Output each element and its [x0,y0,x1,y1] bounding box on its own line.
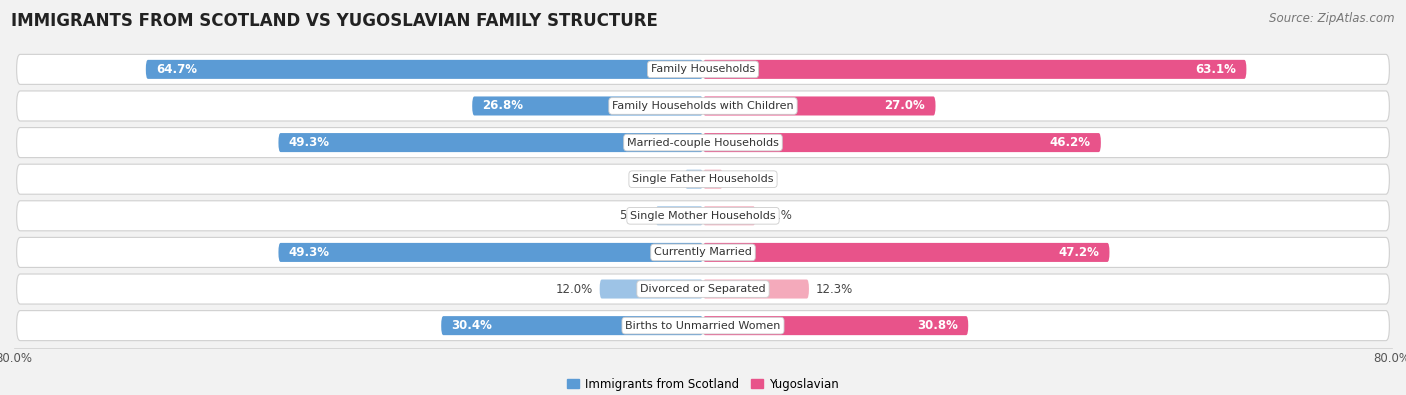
FancyBboxPatch shape [472,96,703,115]
Text: 47.2%: 47.2% [1059,246,1099,259]
Text: 12.3%: 12.3% [815,282,853,295]
FancyBboxPatch shape [441,316,703,335]
FancyBboxPatch shape [703,243,1109,262]
Text: 2.3%: 2.3% [730,173,759,186]
Text: 6.1%: 6.1% [762,209,793,222]
Text: 2.1%: 2.1% [648,173,678,186]
Text: Married-couple Households: Married-couple Households [627,137,779,148]
Text: Family Households: Family Households [651,64,755,74]
FancyBboxPatch shape [17,91,1389,121]
Text: Single Father Households: Single Father Households [633,174,773,184]
Text: 30.4%: 30.4% [451,319,492,332]
Legend: Immigrants from Scotland, Yugoslavian: Immigrants from Scotland, Yugoslavian [562,373,844,395]
FancyBboxPatch shape [655,206,703,225]
Text: Currently Married: Currently Married [654,247,752,258]
FancyBboxPatch shape [146,60,703,79]
FancyBboxPatch shape [703,206,755,225]
Text: 49.3%: 49.3% [288,246,330,259]
FancyBboxPatch shape [278,133,703,152]
FancyBboxPatch shape [703,316,969,335]
Text: 49.3%: 49.3% [288,136,330,149]
FancyBboxPatch shape [703,170,723,189]
FancyBboxPatch shape [17,201,1389,231]
Text: IMMIGRANTS FROM SCOTLAND VS YUGOSLAVIAN FAMILY STRUCTURE: IMMIGRANTS FROM SCOTLAND VS YUGOSLAVIAN … [11,12,658,30]
Text: 5.5%: 5.5% [619,209,648,222]
FancyBboxPatch shape [17,274,1389,304]
Text: 27.0%: 27.0% [884,100,925,113]
Text: 30.8%: 30.8% [917,319,957,332]
Text: Single Mother Households: Single Mother Households [630,211,776,221]
FancyBboxPatch shape [17,128,1389,158]
FancyBboxPatch shape [703,60,1246,79]
Text: Divorced or Separated: Divorced or Separated [640,284,766,294]
FancyBboxPatch shape [703,96,935,115]
FancyBboxPatch shape [703,133,1101,152]
Text: 64.7%: 64.7% [156,63,197,76]
FancyBboxPatch shape [17,55,1389,85]
Text: Family Households with Children: Family Households with Children [612,101,794,111]
FancyBboxPatch shape [685,170,703,189]
FancyBboxPatch shape [599,280,703,299]
Text: Source: ZipAtlas.com: Source: ZipAtlas.com [1270,12,1395,25]
Text: Births to Unmarried Women: Births to Unmarried Women [626,321,780,331]
FancyBboxPatch shape [703,280,808,299]
Text: 26.8%: 26.8% [482,100,523,113]
FancyBboxPatch shape [17,237,1389,267]
Text: 63.1%: 63.1% [1195,63,1236,76]
Text: 46.2%: 46.2% [1049,136,1091,149]
FancyBboxPatch shape [17,164,1389,194]
FancyBboxPatch shape [278,243,703,262]
Text: 12.0%: 12.0% [555,282,593,295]
FancyBboxPatch shape [17,310,1389,340]
